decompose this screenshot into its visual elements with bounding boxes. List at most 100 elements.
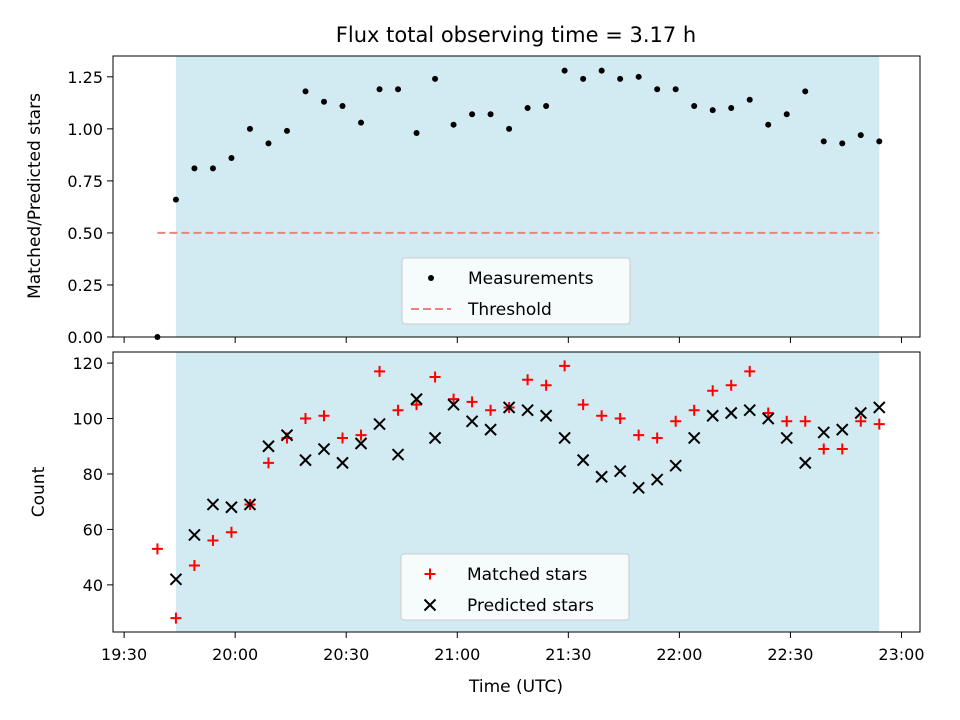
legend-box <box>400 553 630 621</box>
axes-frame <box>112 351 921 633</box>
measurement-point <box>672 86 679 93</box>
legend-box <box>401 257 631 325</box>
y-tick-label: 0.50 <box>67 224 103 243</box>
predicted-star-point <box>836 423 849 436</box>
predicted-star-point <box>373 417 386 431</box>
predicted-star-point <box>669 459 682 472</box>
matched-star-point <box>188 559 200 571</box>
predicted-star-point <box>262 440 275 453</box>
predicted-star-point <box>206 498 220 511</box>
y-axis-label-count: Count <box>29 466 49 517</box>
matched-star-point <box>577 399 589 411</box>
matched-star-point <box>725 379 737 391</box>
x-tick-label: 20:30 <box>323 645 369 664</box>
predicted-star-point <box>762 412 775 425</box>
predicted-star-point <box>299 453 312 467</box>
legend-label: Threshold <box>467 300 552 320</box>
legend-label: Measurements <box>468 269 594 289</box>
y-axis-label-ratio: Matched/Predicted stars <box>25 93 45 299</box>
matched-star-point <box>707 385 719 397</box>
matched-star-point <box>318 410 330 422</box>
matched-star-point <box>299 413 311 425</box>
measurement-point <box>580 75 587 82</box>
matched-star-point <box>818 443 830 455</box>
predicted-star-point <box>706 409 719 422</box>
predicted-star-point <box>336 456 349 470</box>
y-tick-label: 1.00 <box>67 120 103 139</box>
predicted-star-point <box>502 401 516 414</box>
measurement-point <box>302 88 309 95</box>
predicted-star-point <box>780 431 793 445</box>
y-tick-label: 80 <box>83 465 103 484</box>
predicted-star-point <box>465 415 479 428</box>
predicted-star-point <box>632 481 645 495</box>
y-tick-label: 100 <box>72 410 103 429</box>
predicted-star-point <box>595 470 608 483</box>
measurement-point <box>635 73 642 80</box>
x-tick-label: 22:00 <box>656 645 702 664</box>
predicted-star-point <box>280 428 294 442</box>
predicted-star-point <box>169 573 183 586</box>
measurement-point <box>598 67 605 74</box>
measurement-point <box>321 98 328 105</box>
matched-star-point <box>836 443 848 455</box>
matched-star-point <box>744 365 756 377</box>
measurement-point <box>543 102 550 109</box>
matched-star-point <box>485 404 497 416</box>
measurement-point <box>395 86 402 93</box>
matched-star-point <box>633 429 645 441</box>
measurement-point <box>524 105 531 112</box>
predicted-star-point <box>447 398 460 411</box>
predicted-star-point <box>724 406 738 420</box>
matched-star-point <box>262 457 274 469</box>
matched-star-point <box>448 393 460 405</box>
matched-star-point <box>429 371 441 383</box>
predicted-star-point <box>743 404 756 417</box>
predicted-star-point <box>188 528 201 542</box>
matched-star-point <box>225 526 237 538</box>
measurement-point <box>413 130 420 137</box>
matched-star-point <box>873 418 885 430</box>
y-tick-label: 120 <box>72 354 103 373</box>
predicted-star-point <box>484 423 497 436</box>
legend-measurement-swatch <box>428 275 434 281</box>
matched-star-point <box>170 612 182 624</box>
predicted-star-point <box>558 431 571 445</box>
matched-star-point <box>855 415 867 427</box>
matched-star-point <box>670 415 682 427</box>
matched-star-point <box>559 360 571 372</box>
measurement-point <box>450 121 457 128</box>
matched-star-point <box>466 396 478 408</box>
matched-star-point <box>614 413 626 425</box>
measurement-point <box>709 107 716 114</box>
measurement-point <box>783 111 790 118</box>
y-tick-label: 60 <box>83 520 103 539</box>
legend-matched-swatch <box>424 568 436 580</box>
matched-star-point <box>762 407 774 419</box>
measurement-point <box>209 165 216 172</box>
predicted-star-point <box>225 501 238 514</box>
predicted-star-point <box>243 498 257 511</box>
axes-frame <box>112 55 921 338</box>
matched-star-point <box>392 404 404 416</box>
predicted-star-point <box>650 473 664 486</box>
legend-predicted-swatch <box>423 598 437 612</box>
measurement-point <box>339 102 346 109</box>
measurement-point <box>376 86 383 93</box>
x-axis-label: Time (UTC) <box>468 677 563 697</box>
matched-star-point <box>337 432 349 444</box>
predicted-star-point <box>817 426 830 439</box>
predicted-star-point <box>854 406 867 420</box>
predicted-star-point <box>317 442 331 456</box>
matched-star-point <box>596 410 608 422</box>
measurement-point <box>469 111 476 118</box>
matched-star-point <box>411 399 423 411</box>
legend-label: Matched stars <box>467 565 587 585</box>
predicted-star-point <box>354 437 368 450</box>
measurement-point <box>876 138 883 145</box>
measurement-point <box>432 75 439 82</box>
predicted-star-point <box>539 409 553 422</box>
predicted-star-point <box>410 392 423 406</box>
x-tick-label: 19:30 <box>101 645 147 664</box>
